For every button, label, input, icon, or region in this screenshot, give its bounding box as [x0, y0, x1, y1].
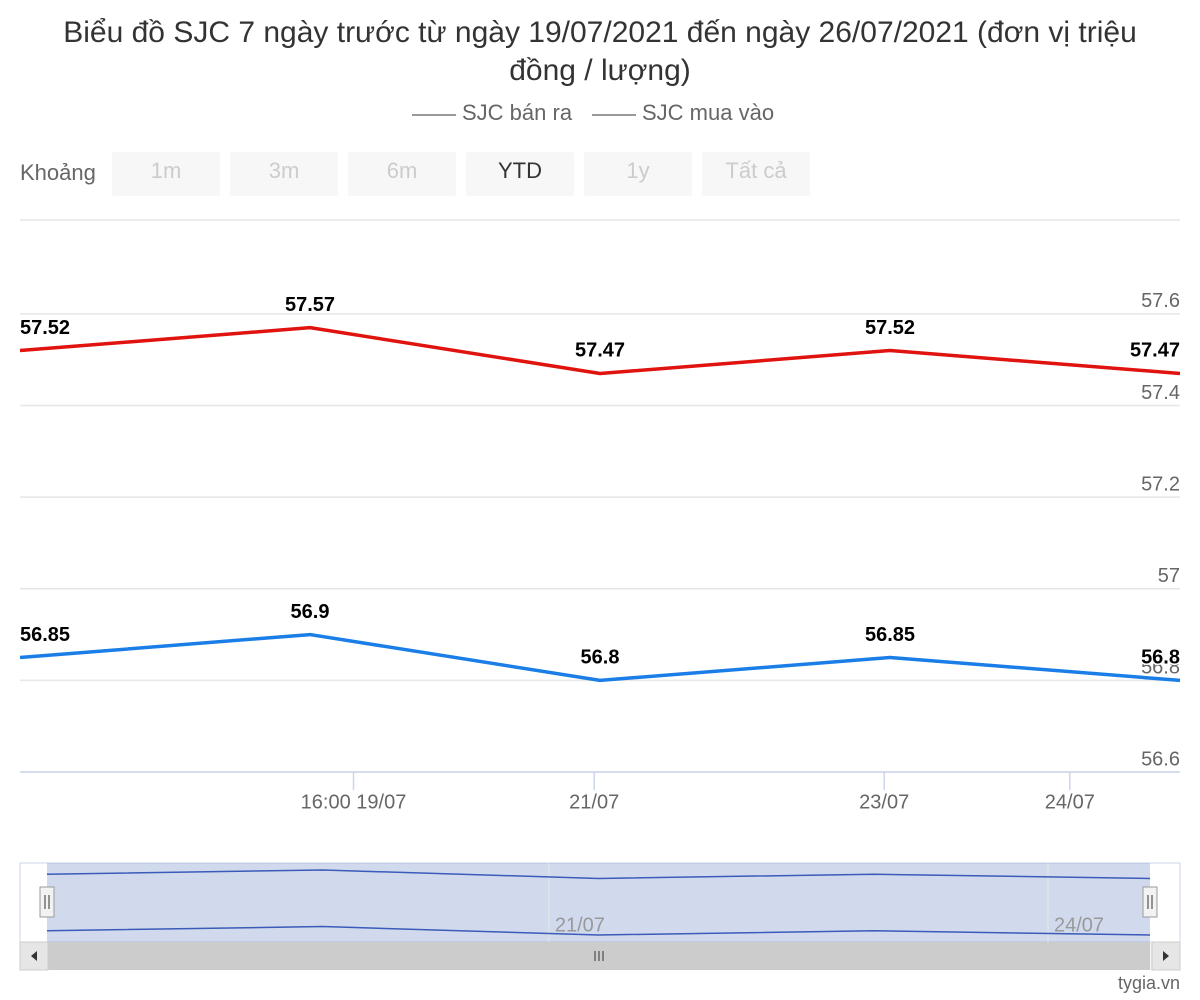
range-button[interactable] — [702, 152, 810, 196]
navigator-tick-label: 24/07 — [1054, 914, 1104, 936]
data-label: 57.47 — [575, 340, 625, 362]
data-label: 56.8 — [1141, 647, 1180, 669]
navigator-line — [46, 925, 1151, 936]
data-label: 57.52 — [865, 317, 915, 339]
range-button-label: 1y — [626, 158, 649, 183]
range-button-label: YTD — [498, 158, 542, 183]
navigator-background — [19, 862, 1181, 943]
data-label: 56.85 — [865, 624, 915, 646]
x-tick-label: 16:00 19/07 — [301, 791, 407, 813]
y-tick-label: 56.8 — [1141, 657, 1180, 679]
data-label: 56.9 — [291, 601, 330, 623]
data-label: 57.57 — [285, 294, 335, 316]
range-button[interactable] — [466, 152, 574, 196]
y-tick-label: 57.6 — [1141, 290, 1180, 312]
scrollbar-button[interactable] — [1151, 941, 1181, 971]
scrollbar-arrow — [1163, 951, 1169, 961]
navigator-tick-label: 21/07 — [555, 914, 605, 936]
legend-label: SJC mua vào — [642, 100, 774, 125]
range-button-label: 3m — [269, 158, 300, 183]
x-tick-label: 23/07 — [859, 791, 909, 813]
scrollbar-arrow — [31, 951, 37, 961]
scrollbar-button[interactable] — [19, 941, 49, 971]
navigator-line — [46, 869, 1151, 880]
credits: tygia.vn — [1118, 973, 1180, 993]
data-label: 57.47 — [1130, 340, 1180, 362]
series-line — [19, 632, 1181, 683]
range-button-label: 1m — [151, 158, 182, 183]
x-tick-label: 24/07 — [1045, 791, 1095, 813]
navigator-handle[interactable] — [39, 886, 55, 918]
range-button[interactable] — [584, 152, 692, 196]
scrollbar-track — [20, 942, 1180, 970]
range-button[interactable] — [230, 152, 338, 196]
navigator-handle[interactable] — [1142, 886, 1158, 918]
y-tick-label: 57.2 — [1141, 473, 1180, 495]
navigator-mask — [47, 863, 1150, 942]
y-tick-label: 56.6 — [1141, 748, 1180, 770]
range-label: Khoảng — [20, 160, 96, 185]
range-button[interactable] — [112, 152, 220, 196]
y-tick-label: 57 — [1158, 565, 1180, 587]
chart-title: Biểu đồ SJC 7 ngày trước từ ngày 19/07/2… — [63, 16, 1137, 87]
data-label: 56.8 — [581, 647, 620, 669]
legend-label: SJC bán ra — [462, 100, 573, 125]
y-tick-label: 57.4 — [1141, 382, 1180, 404]
data-label: 56.85 — [20, 624, 70, 646]
range-button-label: 6m — [387, 158, 418, 183]
range-button-label: Tất cả — [725, 158, 787, 183]
range-button[interactable] — [348, 152, 456, 196]
x-tick-label: 21/07 — [569, 791, 619, 813]
scrollbar-thumb[interactable] — [47, 942, 1150, 970]
data-label: 57.52 — [20, 317, 70, 339]
series-line — [19, 325, 1181, 376]
